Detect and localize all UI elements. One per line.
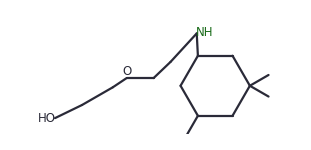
Text: O: O — [122, 65, 131, 78]
Text: HO: HO — [38, 112, 56, 125]
Text: NH: NH — [196, 26, 213, 39]
